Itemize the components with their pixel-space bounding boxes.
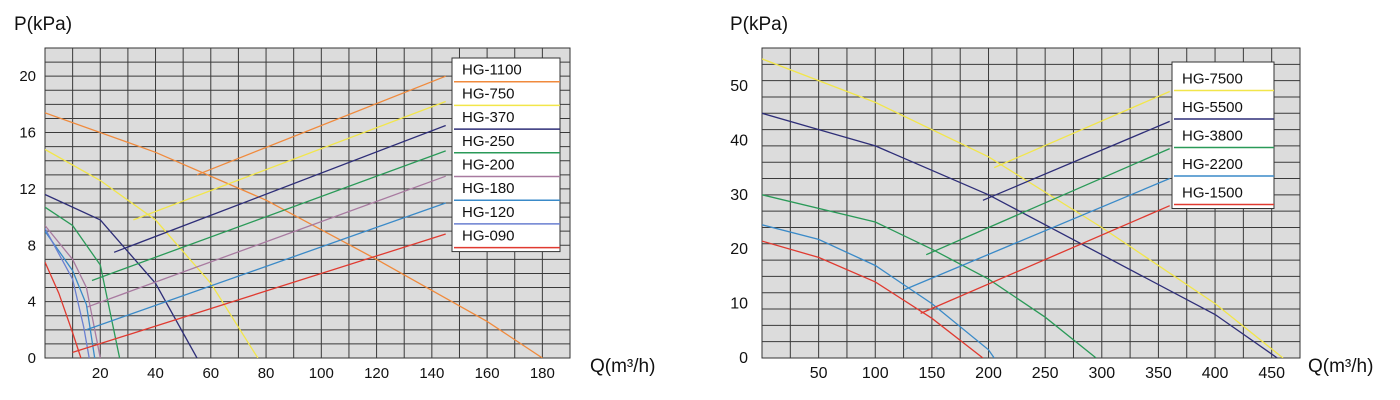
y-tick-label: 10 [730,296,748,313]
x-tick-label: 140 [419,365,444,382]
x-tick-label: 160 [475,365,500,382]
system-curve-hg-5500 [982,120,1170,201]
y-tick-label: 0 [739,350,748,367]
legend-label-hg-370: HG-370 [462,109,515,126]
x-tick-label: 20 [92,365,109,382]
y-tick-label: 16 [19,125,36,142]
legend-label-hg-1100: HG-1100 [462,62,522,79]
x-tick-label: 180 [530,365,555,382]
y-tick-label: 8 [28,237,36,254]
y-axis-label: P(kPa) [14,14,72,35]
system-curve-hg-090 [72,233,446,354]
x-tick-label: 450 [1258,365,1285,382]
pump-curve-hg-090 [45,261,82,358]
y-tick-label: 12 [19,181,36,198]
x-tick-label: 50 [810,365,828,382]
system-curve-hg-250 [91,150,446,282]
legend-label-hg-120: HG-120 [462,204,515,221]
pump-curve-hg-5500 [762,112,1278,358]
x-tick-label: 100 [309,365,334,382]
legend-box [451,57,561,253]
pump-curve-hg-3800 [762,194,1097,358]
pump-curve-hg-1500 [762,240,984,358]
legend-label-hg-180: HG-180 [462,180,515,197]
x-tick-label: 150 [919,365,946,382]
x-tick-label: 40 [147,365,164,382]
y-axis-label: P(kPa) [730,14,788,35]
chart-left: P(kPa) Q(m³/h) 0 4 8 12 16 20 20 40 60 80 100 120 140 1… [14,14,655,382]
system-curve-hg-200 [86,175,446,308]
pump-curve-hg-250 [45,206,121,358]
x-tick-label: 350 [1145,365,1172,382]
pump-curve-hg-120 [45,228,90,358]
legend-label-hg-200: HG-200 [462,157,515,174]
legend-label-hg-5500: HG-5500 [1182,99,1243,116]
y-tick-label: 4 [28,294,36,311]
x-axis-label: Q(m³/h) [590,356,655,377]
x-tick-label: 60 [202,365,219,382]
pump-curve-hg-2200 [762,224,995,358]
x-tick-label: 120 [364,365,389,382]
x-tick-label: 100 [862,365,889,382]
y-tick-label: 20 [730,241,748,258]
legend-label-hg-750: HG-750 [462,85,515,102]
x-tick-label: 200 [975,365,1002,382]
x-tick-label: 300 [1088,365,1115,382]
x-tick-label: 400 [1202,365,1229,382]
y-tick-label: 20 [19,68,36,85]
pump-curve-hg-180 [45,230,96,358]
x-axis-label: Q(m³/h) [1308,356,1373,377]
x-tick-label: 250 [1032,365,1059,382]
pump-curve-hg-370 [45,193,198,358]
pump-curve-hg-7500 [762,58,1284,358]
legend-label-hg-090: HG-090 [462,228,515,245]
y-tick-label: 30 [730,187,748,204]
system-curve-hg-180 [86,202,446,331]
system-curve-hg-2200 [903,177,1170,291]
legend-box [1171,61,1275,209]
system-curve-hg-3800 [925,148,1170,256]
system-curve-hg-1500 [920,205,1170,314]
system-curve-hg-1100 [196,75,446,176]
legend-label-hg-250: HG-250 [462,133,515,150]
legend-label-hg-2200: HG-2200 [1182,156,1243,173]
system-curve-hg-370 [113,124,446,253]
x-tick-label: 80 [258,365,275,382]
y-tick-label: 40 [730,132,748,149]
pump-curve-hg-1100 [45,112,543,358]
legend-label-hg-3800: HG-3800 [1182,128,1243,145]
legend-label-hg-7500: HG-7500 [1182,71,1243,88]
legend-label-hg-1500: HG-1500 [1182,185,1243,202]
system-curve-hg-750 [133,100,446,221]
y-tick-label: 50 [730,78,748,95]
system-curve-hg-7500 [993,90,1170,169]
chart-right: P(kPa) Q(m³/h) 0 10 20 30 40 50 50 100 150 200 250 30… [730,14,1373,382]
y-tick-label: 0 [28,350,36,367]
pump-curve-hg-750 [45,148,259,358]
pump-curve-hg-200 [45,225,101,358]
